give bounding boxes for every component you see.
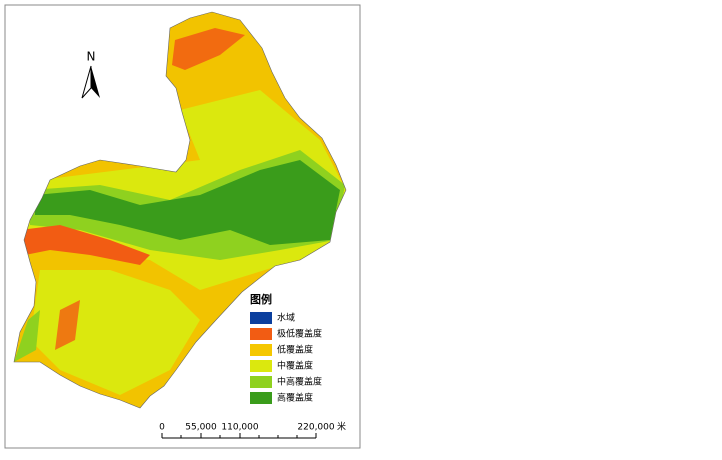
map-outline	[13, 11, 347, 409]
scale-label: 110,000	[221, 423, 258, 433]
legend-label: 中覆盖度	[277, 360, 313, 372]
scale-bar: 0 55,000 110,000 220,000 米	[159, 421, 346, 439]
legend-label: 水域	[277, 312, 295, 324]
legend-swatch	[250, 360, 272, 372]
legend-label: 极低覆盖度	[277, 328, 322, 340]
compass-label: N	[87, 50, 96, 64]
legend-swatch	[250, 344, 272, 356]
legend-swatch	[250, 392, 272, 404]
legend-swatch	[250, 376, 272, 388]
legend-label: 高覆盖度	[277, 392, 313, 404]
scale-unit: 米	[337, 421, 346, 433]
scale-label: 0	[159, 423, 165, 433]
legend-swatch	[250, 312, 272, 324]
legend-title: 图例	[250, 292, 272, 306]
scale-label: 220,000	[297, 423, 334, 433]
legend-label: 低覆盖度	[277, 344, 313, 356]
compass-arrow-right	[91, 66, 100, 98]
scale-label: 55,000	[185, 423, 217, 433]
legend-swatch	[250, 328, 272, 340]
legend-label: 中高覆盖度	[277, 376, 322, 388]
